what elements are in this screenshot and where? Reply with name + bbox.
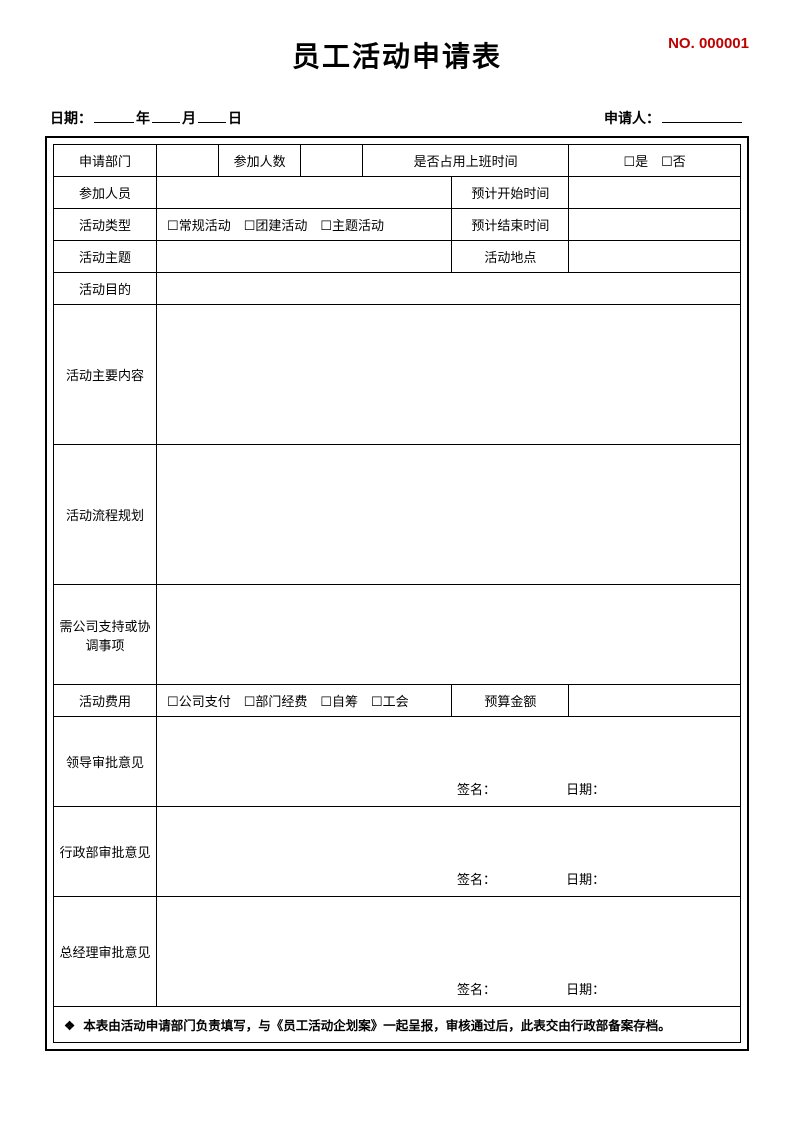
start-time-input[interactable] [569,177,741,209]
participants-input[interactable] [301,145,363,177]
table-row: 申请部门 参加人数 是否占用上班时间 ☐是 ☐否 [54,145,741,177]
meta-row: 日期： 年 月 日 申请人： [45,105,749,128]
signature-label: 签名： [457,869,496,888]
date-field[interactable]: 日期： 年 月 日 [50,105,242,128]
approval2-label: 行政部审批意见 [54,807,157,897]
approval1-label: 领导审批意见 [54,717,157,807]
table-row: 领导审批意见 签名： 日期： [54,717,741,807]
process-label: 活动流程规划 [54,445,157,585]
form-outer-box: 申请部门 参加人数 是否占用上班时间 ☐是 ☐否 参加人员 预计开始时间 活动类… [45,136,749,1051]
support-label: 需公司支持或协调事项 [54,585,157,685]
theme-input[interactable] [157,241,452,273]
theme-label: 活动主题 [54,241,157,273]
purpose-input[interactable] [157,273,741,305]
worktime-label: 是否占用上班时间 [363,145,569,177]
signature-label: 签名： [457,979,496,998]
form-number: NO. 000001 [668,35,749,52]
table-row: 行政部审批意见 签名： 日期： [54,807,741,897]
applicant-field[interactable]: 申请人： [604,105,744,128]
table-row: 参加人员 预计开始时间 [54,177,741,209]
location-input[interactable] [569,241,741,273]
start-time-label: 预计开始时间 [452,177,569,209]
table-row: 需公司支持或协调事项 [54,585,741,685]
approval2-input[interactable]: 签名： 日期： [157,807,741,897]
table-row: 活动费用 ☐公司支付 ☐部门经费 ☐自筹 ☐工会 预算金额 [54,685,741,717]
fee-label: 活动费用 [54,685,157,717]
dept-label: 申请部门 [54,145,157,177]
date-label: 日期： [566,869,605,888]
support-input[interactable] [157,585,741,685]
location-label: 活动地点 [452,241,569,273]
participants-label: 参加人数 [218,145,300,177]
approval1-input[interactable]: 签名： 日期： [157,717,741,807]
content-label: 活动主要内容 [54,305,157,445]
fee-checkbox[interactable]: ☐公司支付 ☐部门经费 ☐自筹 ☐工会 [157,685,452,717]
purpose-label: 活动目的 [54,273,157,305]
table-row: 活动流程规划 [54,445,741,585]
table-row: 总经理审批意见 签名： 日期： [54,897,741,1007]
footer-note: ❖本表由活动申请部门负责填写，与《员工活动企划案》一起呈报，审核通过后，此表交由… [54,1007,741,1043]
table-row: 活动主要内容 [54,305,741,445]
page-title: 员工活动申请表 [292,35,502,75]
type-label: 活动类型 [54,209,157,241]
worktime-checkbox[interactable]: ☐是 ☐否 [569,145,741,177]
content-input[interactable] [157,305,741,445]
end-time-input[interactable] [569,209,741,241]
end-time-label: 预计结束时间 [452,209,569,241]
signature-label: 签名： [457,779,496,798]
budget-label: 预算金额 [452,685,569,717]
table-row: 活动目的 [54,273,741,305]
application-table: 申请部门 参加人数 是否占用上班时间 ☐是 ☐否 参加人员 预计开始时间 活动类… [53,144,741,1043]
dept-input[interactable] [157,145,219,177]
type-checkbox[interactable]: ☐常规活动 ☐团建活动 ☐主题活动 [157,209,452,241]
process-input[interactable] [157,445,741,585]
approval3-label: 总经理审批意见 [54,897,157,1007]
attendees-input[interactable] [157,177,452,209]
date-label: 日期： [566,979,605,998]
date-label: 日期： [566,779,605,798]
attendees-label: 参加人员 [54,177,157,209]
table-row: ❖本表由活动申请部门负责填写，与《员工活动企划案》一起呈报，审核通过后，此表交由… [54,1007,741,1043]
table-row: 活动类型 ☐常规活动 ☐团建活动 ☐主题活动 预计结束时间 [54,209,741,241]
table-row: 活动主题 活动地点 [54,241,741,273]
approval3-input[interactable]: 签名： 日期： [157,897,741,1007]
budget-input[interactable] [569,685,741,717]
